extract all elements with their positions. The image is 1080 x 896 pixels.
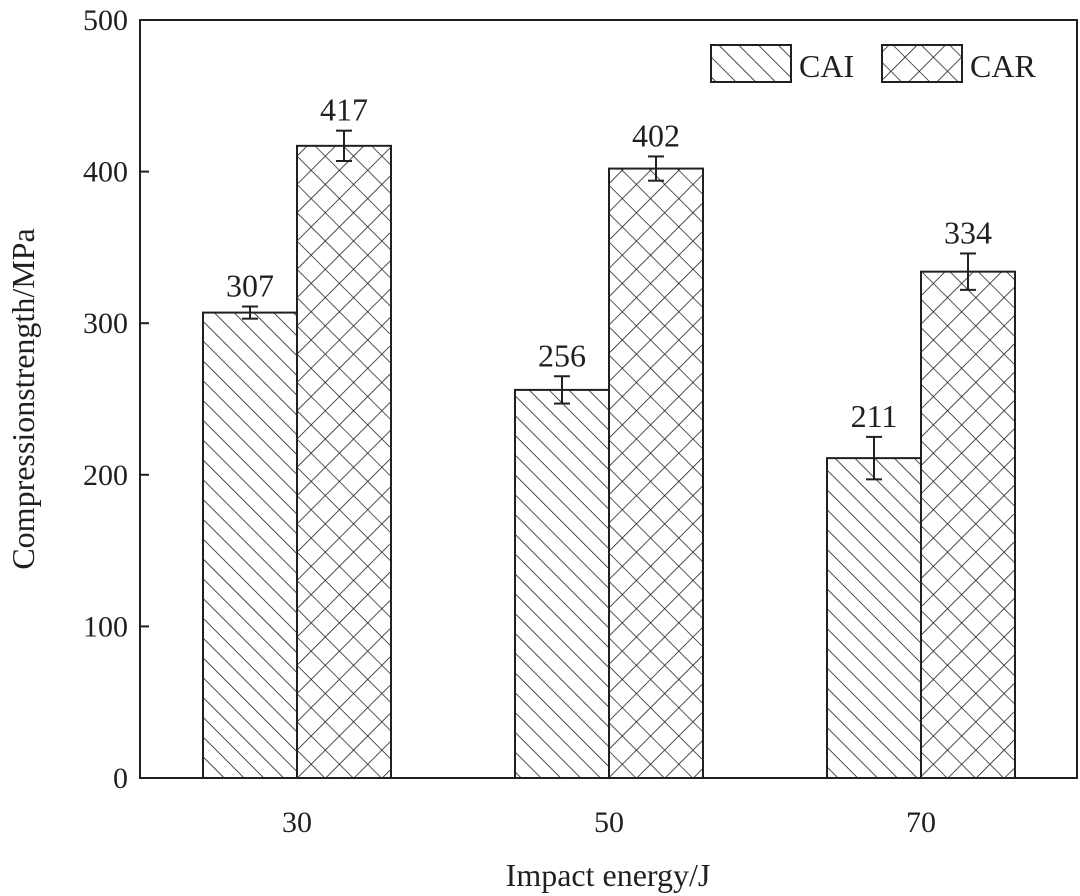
bar-car-30	[296, 144, 392, 779]
y-tick-label: 100	[83, 610, 128, 643]
x-axis-ticks: 30 50 70	[282, 769, 936, 839]
data-label-cai-70: 211	[851, 398, 898, 434]
y-tick-label: 200	[83, 459, 128, 492]
legend-label-car: CAR	[970, 48, 1036, 84]
x-tick-label: 70	[906, 806, 936, 839]
data-labels: 307 256 211 417 402 334	[226, 92, 992, 434]
bar-car-50	[608, 167, 704, 779]
data-label-car-30: 417	[320, 92, 368, 128]
x-axis-title: Impact energy/J	[506, 857, 711, 893]
y-tick-label: 0	[113, 762, 128, 795]
x-tick-label: 50	[594, 806, 624, 839]
y-axis-ticks: 0 100 200 300 400 500	[83, 4, 149, 795]
y-axis-title: Compressionstrength/MPa	[5, 228, 41, 569]
bar-cai-50	[514, 388, 610, 779]
bar-car-70	[920, 270, 1016, 779]
legend: CAI CAR	[710, 44, 1036, 84]
bar-series	[202, 144, 1016, 779]
y-tick-label: 500	[83, 4, 128, 37]
y-tick-label: 300	[83, 307, 128, 340]
data-label-car-70: 334	[944, 214, 992, 250]
x-tick-label: 30	[282, 806, 312, 839]
y-tick-label: 400	[83, 156, 128, 189]
legend-swatch-car	[881, 44, 963, 83]
bar-cai-30	[202, 311, 298, 779]
legend-label-cai: CAI	[799, 48, 854, 84]
data-label-cai-30: 307	[226, 268, 274, 304]
data-label-car-50: 402	[632, 117, 680, 153]
legend-swatch-cai	[710, 44, 792, 83]
data-label-cai-50: 256	[538, 337, 586, 373]
error-bars	[242, 129, 976, 481]
bar-cai-70	[826, 457, 922, 779]
